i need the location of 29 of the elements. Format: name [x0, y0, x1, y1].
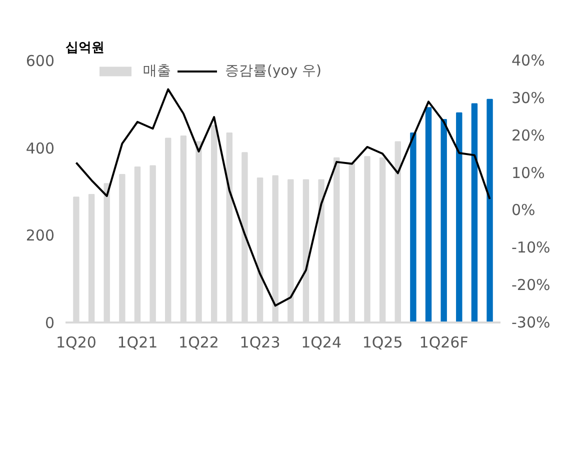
x-tick-label: 1Q23 — [240, 334, 280, 352]
bar — [471, 103, 478, 322]
bar — [456, 112, 462, 322]
bar — [425, 107, 432, 322]
x-tick-label: 1Q26F — [419, 334, 468, 352]
y2-tick-label: -10% — [512, 238, 550, 257]
legend-label: 매출 — [143, 62, 171, 80]
x-tick-label: 1Q20 — [56, 334, 96, 352]
y2-tick-label: 10% — [512, 164, 545, 182]
y-tick-label: 200 — [26, 226, 55, 245]
y2-tick-label: 30% — [512, 88, 545, 107]
y2-tick-label: -20% — [512, 276, 550, 294]
y-tick-label: 600 — [26, 52, 55, 70]
y2-tick-label: -30% — [512, 314, 550, 332]
y-tick-label: 400 — [26, 139, 55, 158]
y2-tick-label: 0% — [512, 201, 536, 220]
bar — [410, 132, 416, 322]
y2-tick-label: 20% — [512, 126, 545, 144]
y-axis-title: 십억원 — [66, 40, 104, 56]
y-tick-label: 0 — [44, 314, 55, 332]
x-tick-label: 1Q21 — [117, 334, 158, 352]
bar — [440, 118, 447, 322]
x-tick-label: 1Q24 — [301, 334, 342, 352]
bar — [486, 98, 493, 322]
x-tick-label: 1Q22 — [178, 334, 219, 352]
y2-tick-label: 40% — [512, 52, 545, 70]
x-tick-label: 1Q25 — [362, 334, 403, 352]
legend-label: 증감률(yoy 우) — [225, 62, 322, 80]
line-series — [75, 88, 491, 307]
